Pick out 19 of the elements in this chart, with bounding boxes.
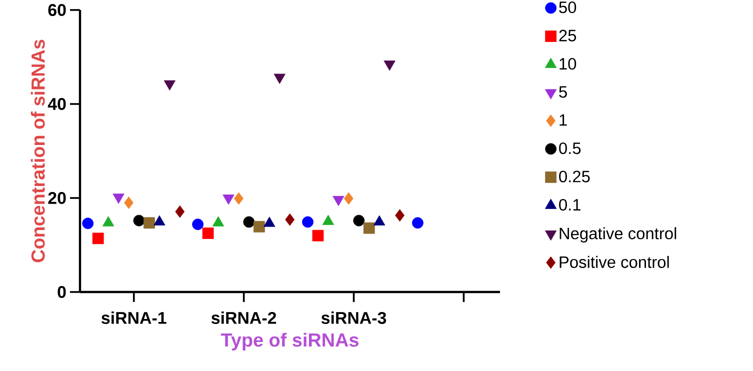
x-axis-title: Type of siRNAs xyxy=(220,332,358,350)
legend-label: Positive control xyxy=(560,256,669,268)
x-tick-label: siRNA-3 xyxy=(321,312,386,324)
x-tick-label: siRNA-2 xyxy=(211,312,276,324)
y-tick-label: 60 xyxy=(48,4,66,16)
legend-label: 0.1 xyxy=(559,198,581,211)
y-tick-label: 0 xyxy=(58,286,66,298)
legend-label: 1 xyxy=(560,114,567,126)
legend-label: 50 xyxy=(559,1,576,14)
legend-label: 10 xyxy=(560,58,576,70)
y-tick-label: 20 xyxy=(48,192,66,204)
y-axis-title: Concentration of siRNAs xyxy=(30,40,45,262)
legend-label: 5 xyxy=(559,86,567,98)
legend-label: 25 xyxy=(559,30,576,42)
legend-label: Negative control xyxy=(560,227,676,243)
x-tick-label: siRNA-1 xyxy=(102,312,166,324)
legend-label: 0.25 xyxy=(559,170,590,182)
y-tick-label: 40 xyxy=(48,98,66,110)
legend-label: 0.5 xyxy=(559,142,581,154)
